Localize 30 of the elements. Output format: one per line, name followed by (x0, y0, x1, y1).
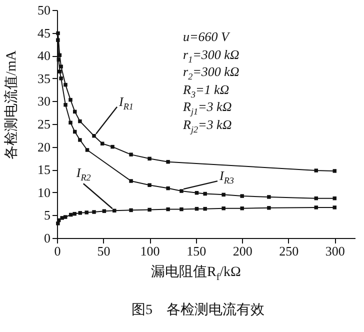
y-tick-label: 0 (44, 230, 50, 246)
text: I$_{R1}$ (119, 94, 134, 112)
y-tick-label: 45 (38, 25, 50, 40)
legend-label: I$_{R3}$ (219, 168, 234, 186)
y-tick-label: 10 (38, 184, 50, 200)
y-tick-label: 5 (44, 208, 50, 223)
x-tick-label: 250 (279, 244, 299, 258)
annotation: r$_{1}$=300 kΩ (183, 46, 240, 64)
annotation: r$_{2}$=300 kΩ (183, 64, 240, 82)
text: I$_{R2}$ (76, 164, 91, 182)
text: 图5 各检测电流有效 (132, 303, 264, 318)
x-tick-label: 200 (232, 244, 252, 258)
x-axis-title: 漏电阻值R$_{f}$/kΩ (151, 265, 241, 283)
annotation: R$_{j2}$=3 kΩ (183, 116, 232, 134)
y-tick-label: 15 (38, 162, 50, 178)
y-tick-label: 40 (38, 48, 50, 64)
y-tick-label: 20 (38, 139, 50, 154)
y-tick-label: 50 (38, 2, 50, 18)
x-tick-label: 50 (97, 244, 110, 258)
annotation: u=660 V (183, 29, 229, 44)
y-tick-label: 35 (38, 70, 50, 86)
x-tick-label: 0 (54, 244, 61, 258)
y-tick-label: 25 (38, 116, 50, 132)
y-axis-title: 各检测电流值/mA (4, 50, 19, 160)
x-tick-label: 100 (140, 244, 160, 258)
x-tick-label: 300 (325, 244, 345, 258)
y-tick-label: 30 (38, 94, 50, 109)
annotation: R$_{3}$=1 kΩ (183, 82, 230, 100)
x-tick-label: 150 (186, 244, 206, 258)
annotation: R$_{j1}$=3 kΩ (183, 99, 232, 117)
